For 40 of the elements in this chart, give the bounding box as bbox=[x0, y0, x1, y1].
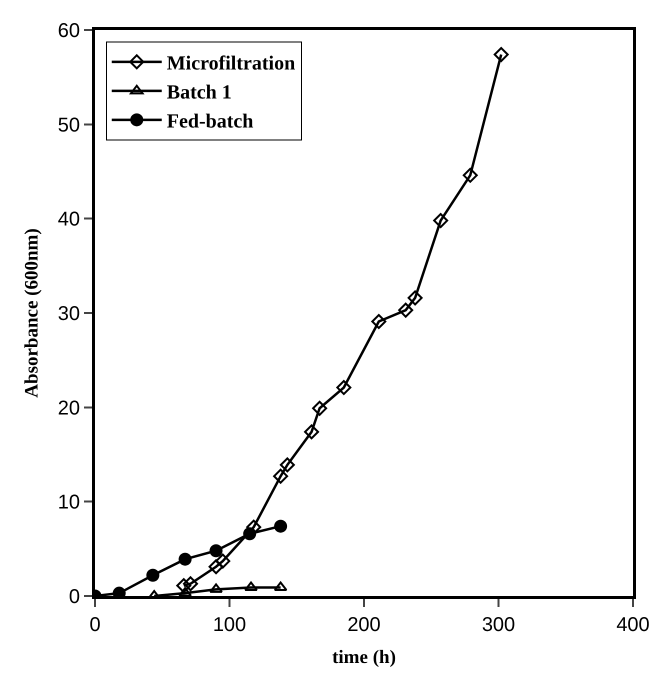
y-tick-label: 40 bbox=[58, 208, 80, 231]
x-tick-label: 0 bbox=[89, 614, 101, 636]
legend-label: Fed-batch bbox=[166, 110, 254, 133]
point bbox=[280, 457, 295, 472]
point bbox=[312, 400, 328, 416]
y-axis-title: Absorbance (600nm) bbox=[22, 228, 43, 398]
x-tick-label: 100 bbox=[212, 614, 246, 636]
point bbox=[178, 552, 192, 566]
point bbox=[398, 302, 414, 318]
point bbox=[371, 314, 386, 329]
point bbox=[433, 213, 448, 228]
legend-label: Batch 1 bbox=[166, 82, 232, 104]
y-tick-label: 60 bbox=[58, 20, 80, 42]
legend-label: Microfiltration bbox=[166, 52, 296, 75]
point bbox=[215, 554, 230, 569]
point bbox=[209, 583, 223, 593]
x-tick-label: 200 bbox=[347, 614, 381, 636]
x-axis-title: time (h) bbox=[332, 646, 396, 668]
point bbox=[183, 576, 198, 592]
x-tick-label: 400 bbox=[616, 614, 650, 636]
point bbox=[273, 468, 288, 484]
point bbox=[304, 424, 320, 440]
point bbox=[244, 582, 258, 592]
y-tick-label: 0 bbox=[68, 586, 80, 608]
point bbox=[146, 568, 160, 582]
y-tick-label: 50 bbox=[58, 114, 80, 136]
point bbox=[274, 582, 288, 592]
point bbox=[208, 559, 224, 574]
y-tick-label: 10 bbox=[58, 492, 80, 514]
point bbox=[336, 380, 352, 396]
point bbox=[462, 168, 478, 183]
point bbox=[494, 47, 509, 62]
point bbox=[243, 527, 256, 540]
point bbox=[274, 520, 288, 533]
y-tick-label: 20 bbox=[58, 397, 80, 420]
point bbox=[408, 290, 423, 306]
point bbox=[210, 544, 223, 558]
y-tick-label: 30 bbox=[58, 303, 80, 325]
point bbox=[176, 578, 192, 594]
x-tick-label: 300 bbox=[482, 614, 516, 636]
